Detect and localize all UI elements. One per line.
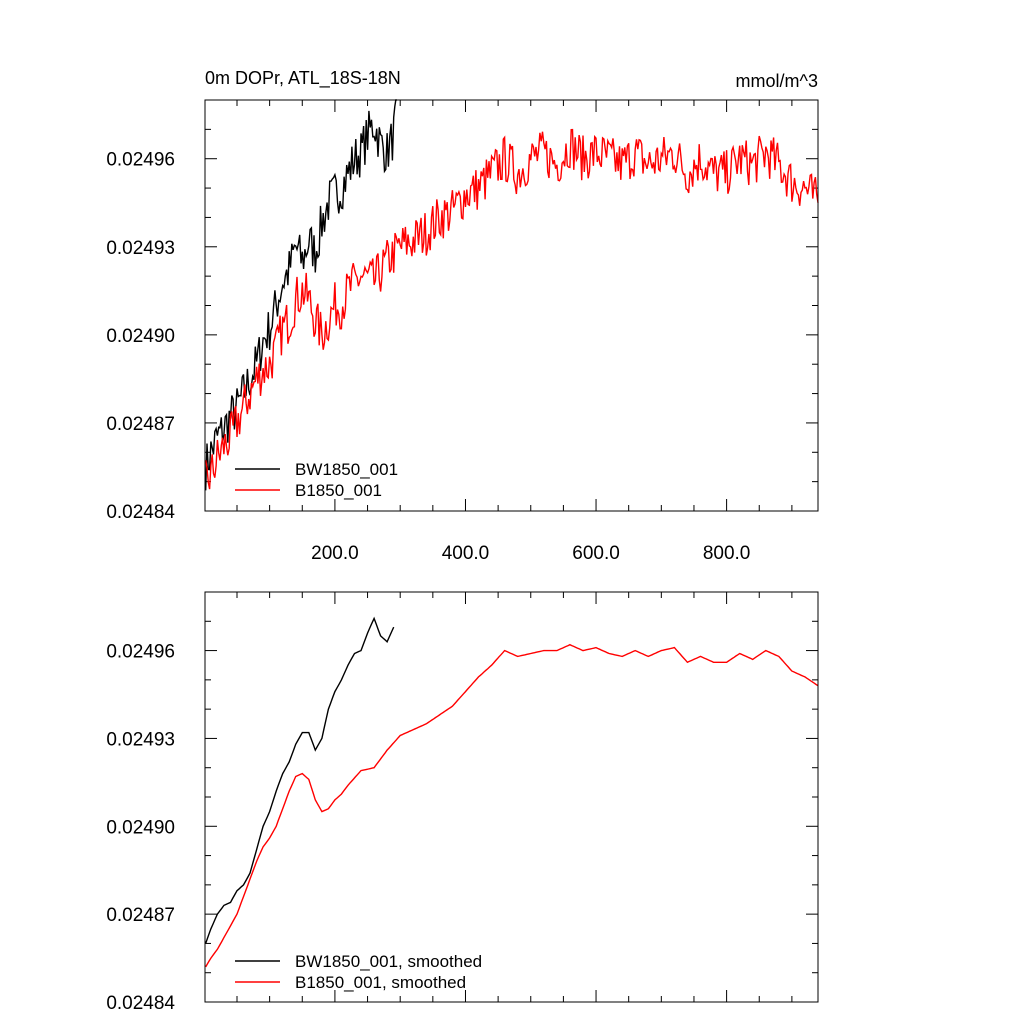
top-plot-area — [205, 99, 819, 491]
x-tick-label: 800.0 — [703, 543, 751, 564]
series-line-bw1850 — [205, 99, 397, 491]
y-tick-label: 0.02484 — [106, 993, 175, 1014]
y-tick-label: 0.02487 — [106, 414, 175, 435]
bottom-y-tick-labels: 0.02484 0.02487 0.02490 0.02493 0.02496 — [106, 642, 175, 1014]
legend-label-bw1850: BW1850_001 — [295, 460, 398, 479]
series-line-b1850-smoothed — [205, 643, 819, 968]
y-tick-label: 0.02487 — [106, 905, 175, 926]
legend-label-bw1850-smoothed: BW1850_001, smoothed — [295, 952, 482, 971]
y-tick-label: 0.02484 — [106, 502, 175, 523]
x-tick-label: 600.0 — [572, 543, 620, 564]
top-plot-frame — [204, 99, 819, 512]
x-tick-label: 200.0 — [311, 543, 359, 564]
top-legend: BW1850_001 B1850_001 — [235, 460, 398, 500]
y-tick-label: 0.02490 — [106, 326, 175, 347]
panel-title: 0m DOPr, ATL_18S-18N — [205, 68, 401, 89]
series-line-bw1850-smoothed — [205, 616, 395, 944]
legend-label-b1850-smoothed: B1850_001, smoothed — [295, 973, 466, 992]
units-label: mmol/m^3 — [736, 71, 818, 91]
bottom-plot-area — [205, 616, 819, 968]
y-tick-label: 0.02493 — [106, 729, 175, 750]
y-tick-label: 0.02496 — [106, 150, 175, 171]
bottom-legend: BW1850_001, smoothed B1850_001, smoothed — [235, 952, 482, 992]
bottom-plot-frame — [204, 591, 819, 1003]
bottom-axis-ticks — [205, 591, 818, 1003]
top-x-tick-labels: 200.0 400.0 600.0 800.0 — [311, 543, 750, 564]
bottom-panel: 0.02484 0.02487 0.02490 0.02493 0.02496 BW18… — [106, 591, 819, 1014]
x-tick-label: 400.0 — [442, 543, 490, 564]
y-tick-label: 0.02490 — [106, 817, 175, 838]
top-panel: 0m DOPr, ATL_18S-18N mmol/m^3 0.024840.0… — [106, 68, 819, 564]
y-tick-label: 0.02493 — [106, 238, 175, 259]
y-tick-label: 0.02496 — [106, 642, 175, 663]
series-line-b1850 — [205, 128, 819, 490]
legend-label-b1850: B1850_001 — [295, 481, 382, 500]
top-y-tick-labels: 0.02484 0.02487 0.02490 0.02493 0.02496 — [106, 150, 175, 523]
